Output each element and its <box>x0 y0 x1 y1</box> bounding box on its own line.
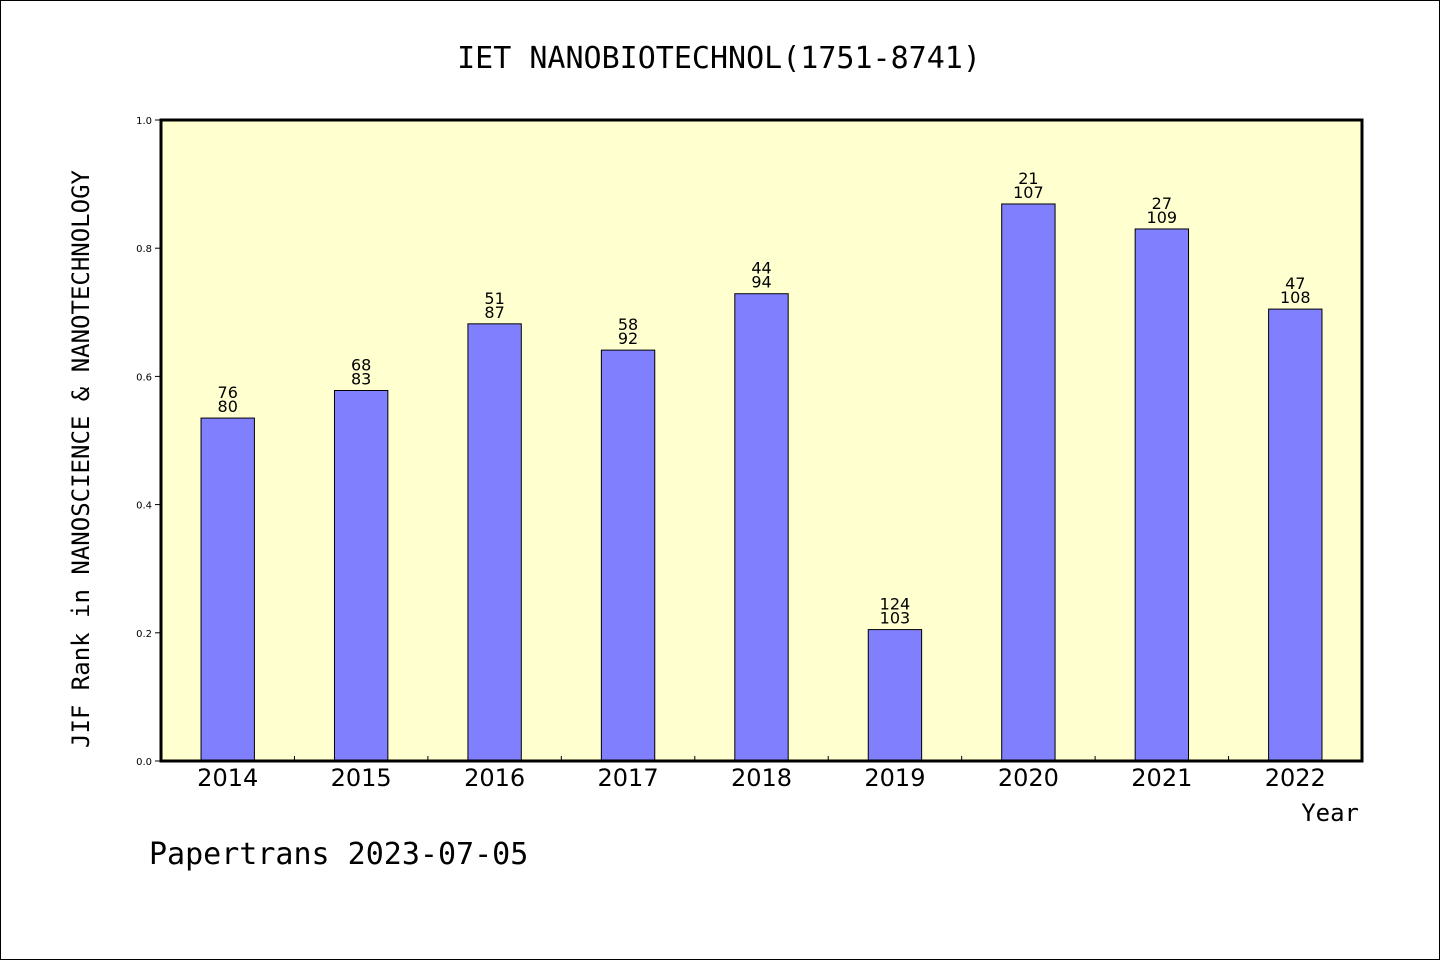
x-tick-label: 2018 <box>731 764 792 792</box>
x-tick-label: 2017 <box>598 764 659 792</box>
bar <box>333 390 389 762</box>
bar-label-bottom: 107 <box>1013 183 1044 202</box>
x-tick-label: 2016 <box>464 764 525 792</box>
footer-caption: Papertrans 2023-07-05 <box>149 837 528 872</box>
y-tick-label: 0.4 <box>136 501 152 512</box>
y-axis-title: JIF Rank in NANOSCIENCE & NANOTECHNOLOGY <box>67 169 95 748</box>
bar <box>600 349 656 762</box>
bar-label-top: 27 <box>1152 194 1172 213</box>
y-tick-label: 1.0 <box>136 116 152 127</box>
bar-label-bottom: 109 <box>1147 208 1178 227</box>
bar-label-bottom: 92 <box>618 329 638 348</box>
x-tick-label: 2014 <box>197 764 258 792</box>
x-axis-title: Year <box>1301 799 1359 827</box>
x-axis: 2014 2015 2016 2017 2018 2019 2020 2021 2022 <box>197 756 1326 792</box>
bar-label-top: 44 <box>751 259 771 278</box>
y-tick-label: 0.2 <box>136 629 152 640</box>
x-tick-label: 2020 <box>998 764 1059 792</box>
bar-label-bottom: 80 <box>218 397 238 416</box>
bar <box>1134 228 1190 762</box>
x-tick-label: 2015 <box>331 764 392 792</box>
bar-label-top: 47 <box>1285 274 1305 293</box>
bar <box>1268 308 1323 762</box>
bar <box>200 417 255 762</box>
y-tick-label: 0.6 <box>136 372 152 383</box>
bar <box>1001 203 1056 762</box>
bar <box>467 323 522 762</box>
x-tick-label: 2022 <box>1265 764 1326 792</box>
chart-title: IET NANOBIOTECHNOL(1751-8741) <box>457 41 981 76</box>
bar-label-bottom: 94 <box>751 273 771 292</box>
y-tick-label: 0.8 <box>136 244 152 255</box>
bar-label-top: 58 <box>618 315 638 334</box>
bar-label-top: 76 <box>218 383 238 402</box>
x-tick-label: 2021 <box>1131 764 1192 792</box>
bar-label-bottom: 108 <box>1280 288 1311 307</box>
bar-label-top: 124 <box>880 595 911 614</box>
x-tick-label: 2019 <box>864 764 925 792</box>
bar-label-top: 51 <box>484 289 504 308</box>
bar <box>734 293 789 762</box>
y-tick-label: 0.0 <box>136 757 152 768</box>
y-axis: 0.0 0.2 0.4 0.6 0.8 1.0 <box>136 116 161 768</box>
bars-group <box>200 203 1323 762</box>
bar-label-bottom: 103 <box>880 609 911 628</box>
bar-label-top: 68 <box>351 356 371 375</box>
bar-label-bottom: 87 <box>484 303 504 322</box>
plot-border <box>159 118 1364 763</box>
bar-label-bottom: 83 <box>351 370 371 389</box>
bar-label-top: 21 <box>1018 169 1038 188</box>
bar <box>867 629 923 762</box>
